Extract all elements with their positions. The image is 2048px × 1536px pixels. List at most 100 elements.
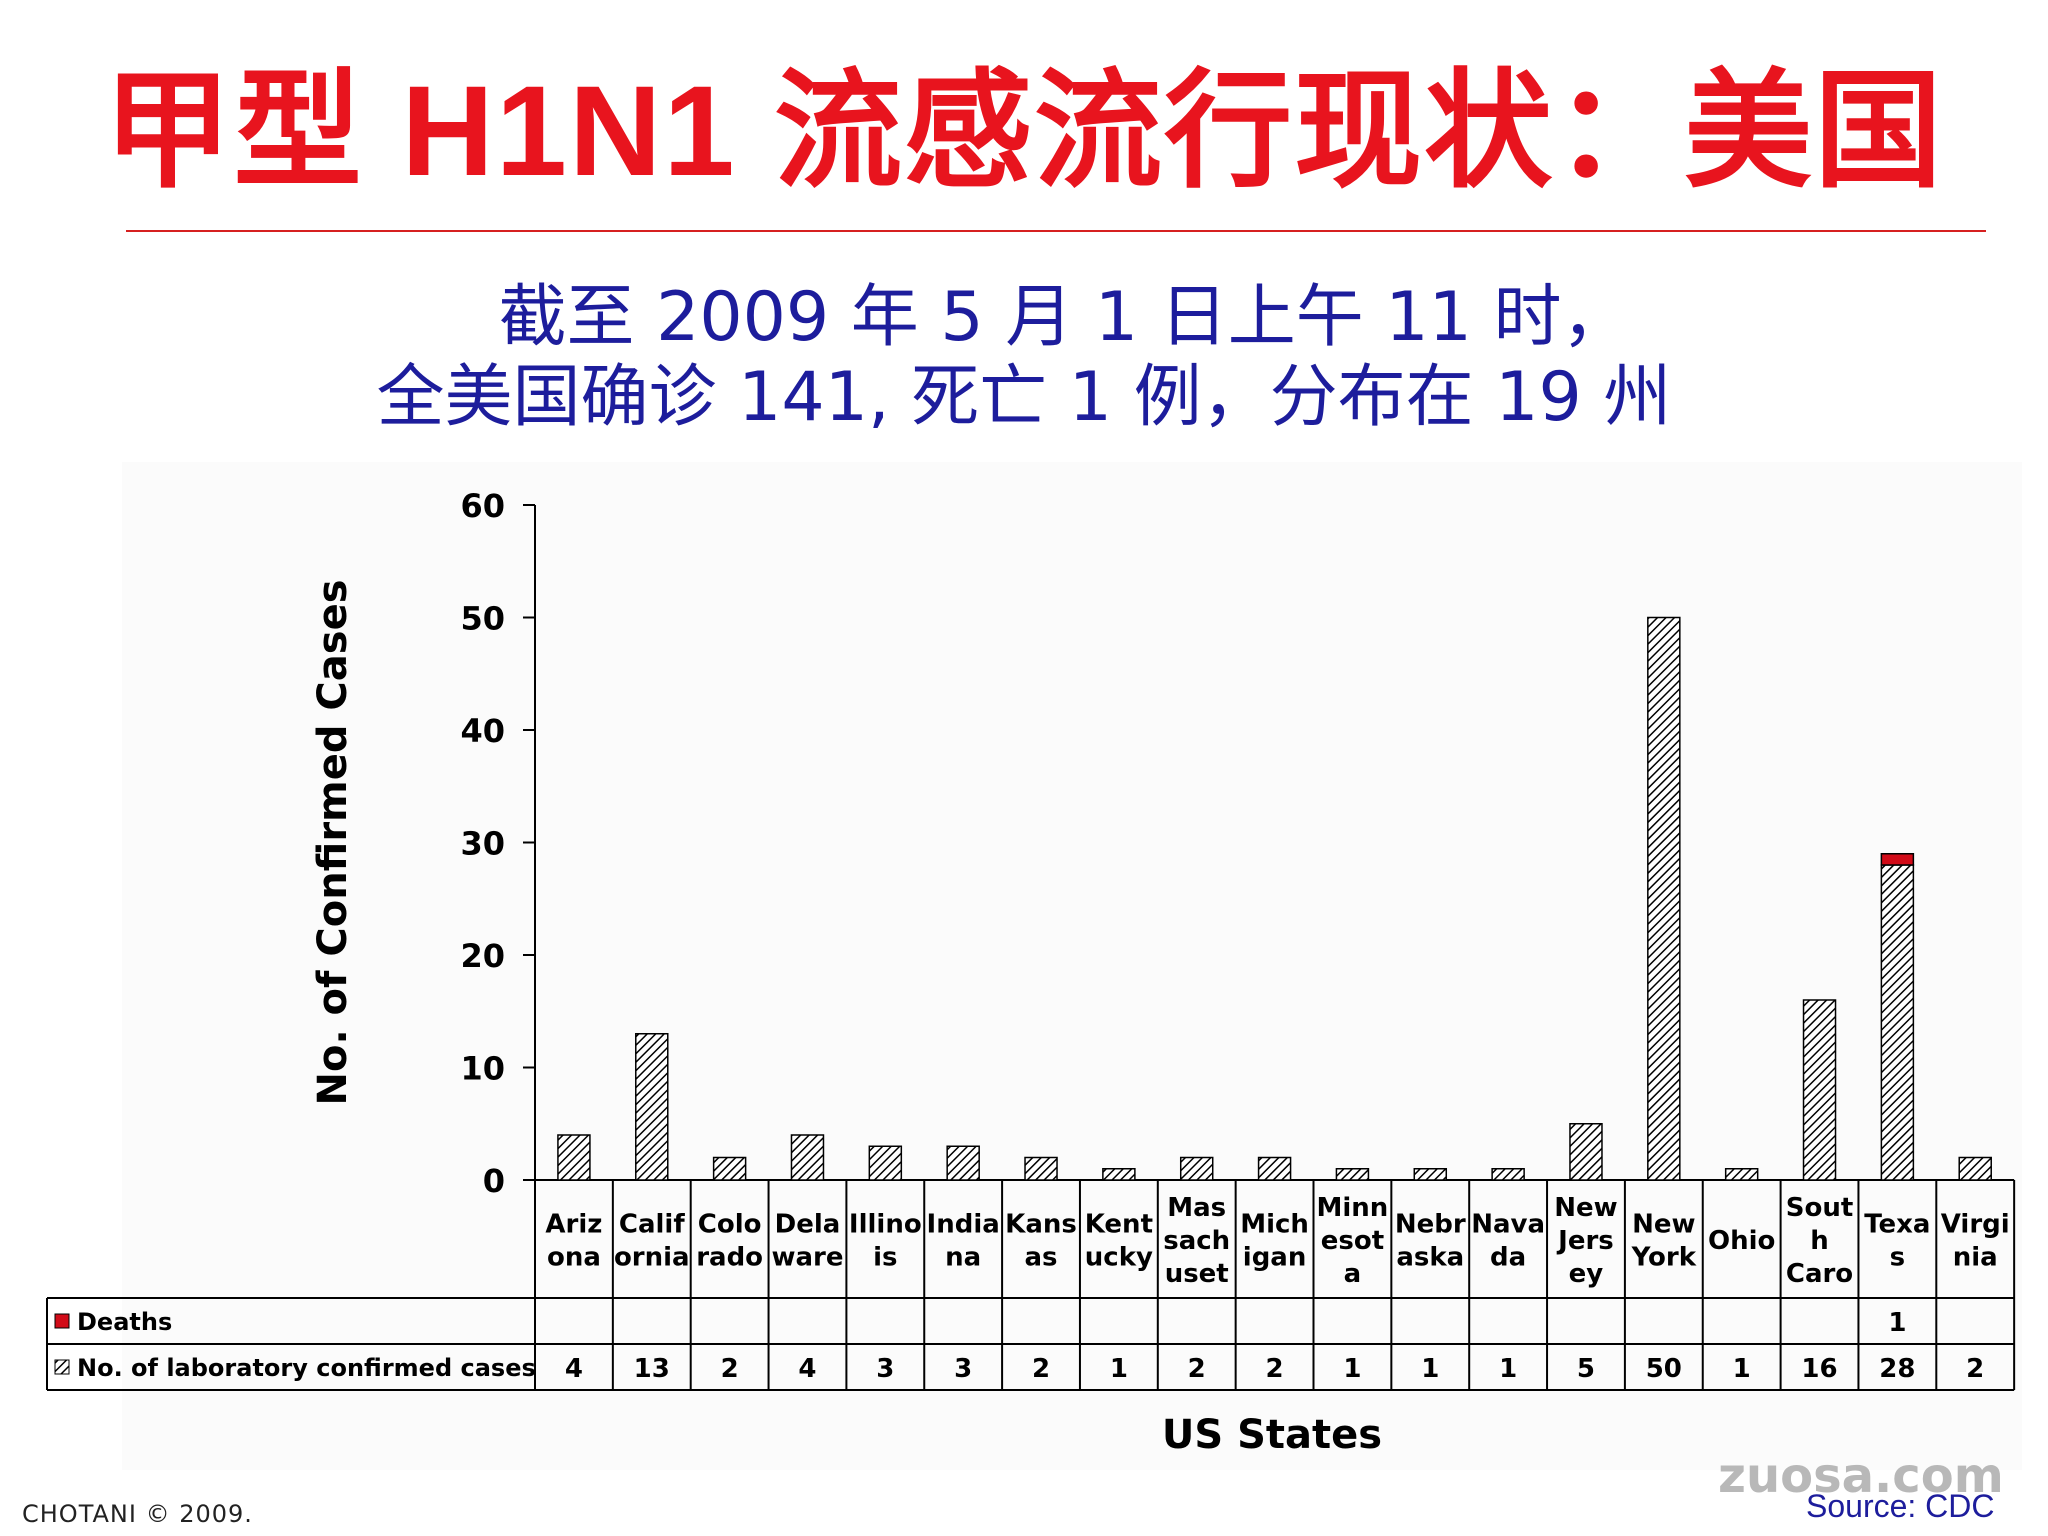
x-tick-label: India [927, 1210, 1000, 1240]
watermark: zuosa.com [1718, 1448, 2004, 1504]
x-tick-label: ware [771, 1243, 843, 1273]
table-value-cases: 1 [1110, 1354, 1128, 1384]
table-value-cases: 1 [1343, 1354, 1361, 1384]
table-value-cases: 4 [565, 1354, 583, 1384]
bar-cases-nebraska [1413, 1168, 1448, 1181]
copyright-footer: CHOTANI © 2009. [22, 1500, 253, 1528]
x-tick-label: ey [1569, 1259, 1604, 1289]
table-value-cases: 3 [954, 1354, 972, 1384]
legend-label-deaths: Deaths [77, 1308, 172, 1336]
bar-cases-delaware [790, 1134, 825, 1181]
x-tick-label: sach [1163, 1226, 1230, 1256]
bar-cases-kentucky [1102, 1168, 1136, 1181]
legend-swatch-deaths [54, 1313, 70, 1329]
subtitle-line-2: 全美国确诊 141, 死亡 1 例，分布在 19 州 [376, 358, 1672, 437]
x-tick-label: igan [1243, 1243, 1307, 1273]
plot-background [122, 462, 2022, 1470]
x-tick-label: esot [1321, 1226, 1384, 1256]
x-tick-label: Minn [1317, 1193, 1389, 1223]
table-value-cases: 16 [1801, 1354, 1837, 1384]
x-tick-label: ornia [614, 1243, 690, 1273]
table-value-cases: 2 [721, 1354, 739, 1384]
table-value-cases: 28 [1879, 1354, 1915, 1384]
bar-cases-minnesota [1335, 1168, 1370, 1181]
table-value-cases: 1 [1733, 1354, 1751, 1384]
y-tick-label: 20 [460, 937, 505, 975]
bar-cases-ohio [1724, 1168, 1759, 1181]
bar-cases-indiana [946, 1145, 980, 1181]
table-value-cases: 1 [1499, 1354, 1517, 1384]
table-value-cases: 50 [1646, 1354, 1682, 1384]
x-tick-label: Kent [1085, 1210, 1153, 1240]
source-note: Source: CDC [1806, 1488, 1995, 1524]
x-tick-label: Kans [1005, 1210, 1077, 1240]
x-tick-label: aska [1396, 1243, 1464, 1273]
bar-cases-arizona [557, 1134, 591, 1181]
bar-cases-texas [1880, 864, 1915, 1181]
x-tick-label: Colo [698, 1210, 762, 1240]
subtitle-line-1: 截至 2009 年 5 月 1 日上午 11 时， [498, 278, 1630, 357]
legend-label-cases: No. of laboratory confirmed cases [77, 1354, 536, 1382]
table-value-cases: 2 [1966, 1354, 1984, 1384]
x-tick-label: Mich [1240, 1210, 1309, 1240]
x-tick-label: Nebr [1395, 1210, 1466, 1240]
bar-cases-massachusetts [1179, 1156, 1214, 1181]
x-tick-label: is [873, 1243, 897, 1273]
x-tick-label: New [1554, 1193, 1617, 1223]
bar-cases-california [635, 1033, 669, 1181]
bar-cases-virginia [1958, 1156, 1992, 1181]
x-tick-label: s [1890, 1243, 1905, 1273]
bar-cases-navada [1491, 1168, 1525, 1181]
x-tick-label: a [1344, 1259, 1362, 1289]
y-tick-label: 0 [483, 1162, 505, 1200]
table-value-cases: 13 [634, 1354, 670, 1384]
x-tick-label: h [1810, 1226, 1829, 1256]
x-tick-label: Illino [849, 1210, 922, 1240]
bar-cases-michigan [1257, 1156, 1292, 1181]
bar-cases-colorado [712, 1156, 747, 1181]
x-tick-label: rado [696, 1243, 763, 1273]
x-tick-label: da [1490, 1243, 1526, 1273]
x-tick-label: Ariz [545, 1210, 602, 1240]
x-tick-label: ona [547, 1243, 601, 1273]
slide-title: 甲型 H1N1 流感流行现状：美国 [103, 60, 1945, 203]
x-tick-label: Texa [1864, 1210, 1930, 1240]
bar-deaths-texas [1880, 853, 1915, 866]
table-value-cases: 2 [1188, 1354, 1206, 1384]
x-tick-label: Calif [619, 1210, 685, 1240]
table-value-cases: 5 [1577, 1354, 1595, 1384]
table-value-deaths: 1 [1888, 1308, 1906, 1338]
legend-swatch-cases [54, 1359, 70, 1375]
x-tick-label: Jers [1556, 1226, 1614, 1256]
bar-cases-kansas [1024, 1156, 1058, 1181]
bar-cases-new-jersey [1569, 1123, 1603, 1181]
x-tick-label: York [1631, 1243, 1697, 1273]
x-tick-label: Caro [1786, 1259, 1853, 1289]
x-tick-label: Dela [775, 1210, 841, 1240]
x-tick-label: Virgi [1941, 1210, 2010, 1240]
title-divider [126, 230, 1986, 232]
x-tick-label: Mas [1167, 1193, 1226, 1223]
x-axis-title: US States [1162, 1412, 1382, 1458]
y-axis-title: No. of Confirmed Cases [310, 579, 356, 1105]
x-tick-label: nia [1953, 1243, 1998, 1273]
table-value-cases: 4 [798, 1354, 816, 1384]
x-tick-label: as [1025, 1243, 1058, 1273]
bar-cases-south-carolina [1802, 999, 1837, 1181]
x-tick-label: Sout [1786, 1193, 1854, 1223]
table-value-cases: 3 [876, 1354, 894, 1384]
table-value-cases: 1 [1421, 1354, 1439, 1384]
y-tick-label: 40 [460, 712, 505, 750]
bar-cases-illinois [868, 1145, 903, 1181]
table-value-cases: 2 [1266, 1354, 1284, 1384]
x-tick-label: Ohio [1708, 1226, 1775, 1256]
bar-cases-new-york [1647, 616, 1681, 1181]
y-tick-label: 30 [460, 825, 505, 863]
x-tick-label: Nava [1471, 1210, 1545, 1240]
y-tick-label: 10 [460, 1050, 505, 1088]
x-tick-label: na [945, 1243, 981, 1273]
x-tick-label: uset [1165, 1259, 1229, 1289]
x-tick-label: New [1632, 1210, 1695, 1240]
y-tick-label: 60 [460, 487, 505, 525]
